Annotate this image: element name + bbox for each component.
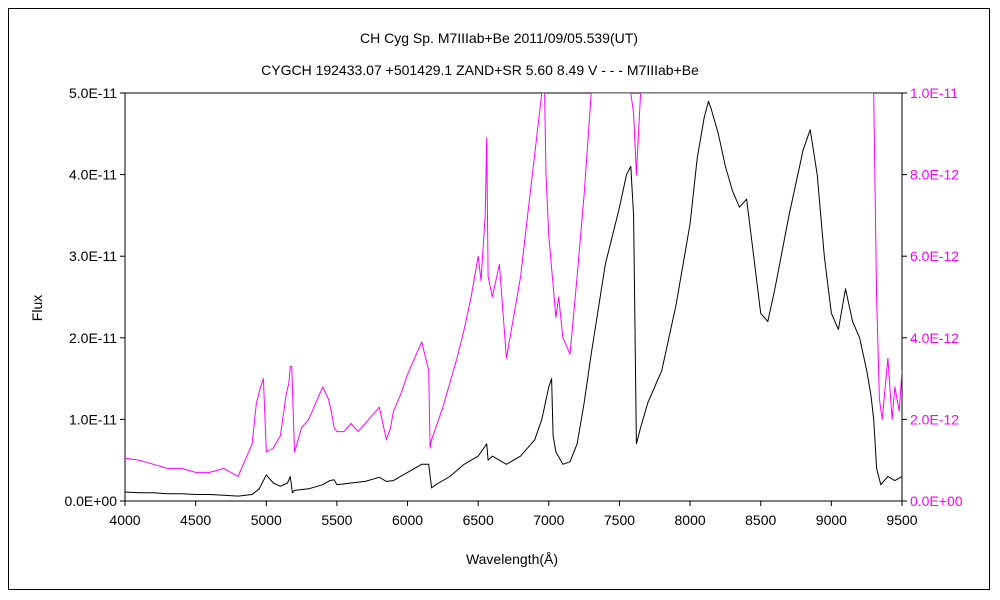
x-tick-label: 9500 (886, 512, 917, 528)
ticks-layer: 4000 4500 5000 5500 6000 6500 7000 7500 8000 8500… (64, 85, 962, 528)
y-right-tick-label: 8.0E-12 (910, 167, 959, 183)
chart-frame (8, 8, 990, 590)
x-tick-label: 8500 (745, 512, 776, 528)
y-left-tick-label: 4.0E-11 (69, 167, 117, 183)
x-tick-label: 8000 (675, 512, 706, 528)
chart-subtitle: CYGCH 192433.07 +501429.1 ZAND+SR 5.60 8… (261, 62, 699, 78)
series-line-right-axis (125, 93, 902, 477)
x-axis-label: Wavelength(Å) (466, 551, 558, 567)
y-right-tick-label: 1.0E-11 (910, 85, 958, 101)
y-right-tick-label: 0.0E+00 (910, 493, 963, 509)
x-tick-label: 4000 (109, 512, 140, 528)
plot-area (124, 92, 903, 502)
y-left-tick-label: 3.0E-11 (69, 248, 117, 264)
y-left-tick-label: 5.0E-11 (69, 85, 117, 101)
x-tick-label: 7000 (533, 512, 564, 528)
x-tick-label: 4500 (180, 512, 211, 528)
x-tick-label: 7500 (604, 512, 635, 528)
y-left-tick-label: 0.0E+00 (64, 493, 117, 509)
y-right-tick-label: 2.0E-12 (910, 411, 959, 427)
chart-title: CH Cyg Sp. M7IIIab+Be 2011/09/05.539(UT) (360, 30, 638, 46)
x-tick-label: 9000 (816, 512, 847, 528)
series-line-left-axis (125, 100, 902, 497)
y-axis-label: Flux (29, 295, 45, 321)
y-left-tick-label: 1.0E-11 (69, 411, 117, 427)
y-left-tick-label: 2.0E-11 (69, 330, 117, 346)
y-right-tick-label: 6.0E-12 (910, 248, 959, 264)
x-tick-label: 5500 (321, 512, 352, 528)
y-right-tick-label: 4.0E-12 (910, 330, 959, 346)
x-tick-label: 6000 (392, 512, 423, 528)
series-layer (125, 93, 902, 497)
x-tick-label: 5000 (251, 512, 282, 528)
x-tick-label: 6500 (463, 512, 494, 528)
